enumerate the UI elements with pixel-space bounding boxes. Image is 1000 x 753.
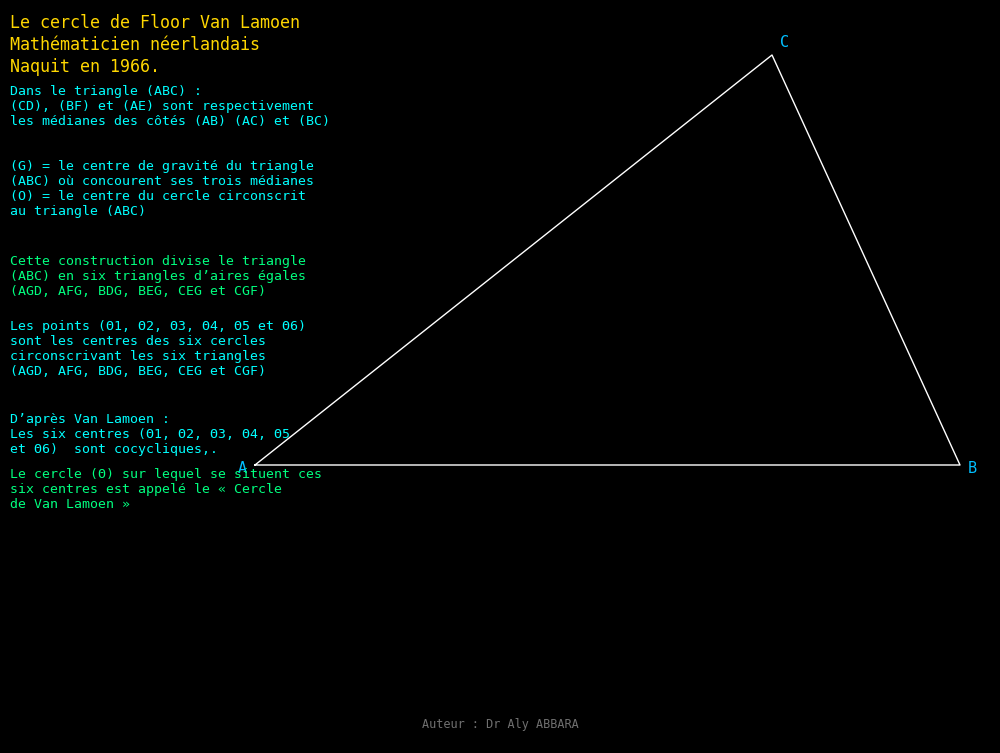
Text: six centres est appelé le « Cercle: six centres est appelé le « Cercle [10,483,282,496]
Text: Le cercle de Floor Van Lamoen: Le cercle de Floor Van Lamoen [10,14,300,32]
Text: Naquit en 1966.: Naquit en 1966. [10,58,160,76]
Text: Dans le triangle (ABC) :: Dans le triangle (ABC) : [10,85,202,98]
Text: (AGD, AFG, BDG, BEG, CEG et CGF): (AGD, AFG, BDG, BEG, CEG et CGF) [10,365,266,378]
Text: au triangle (ABC): au triangle (ABC) [10,205,146,218]
Text: Les six centres (Θ1, Θ2, Θ3, Θ4, Θ5: Les six centres (Θ1, Θ2, Θ3, Θ4, Θ5 [10,428,290,441]
Text: et Θ6)  sont cocycliques,.: et Θ6) sont cocycliques,. [10,443,218,456]
Text: (AGD, AFG, BDG, BEG, CEG et CGF): (AGD, AFG, BDG, BEG, CEG et CGF) [10,285,266,298]
Text: les médianes des côtés (AB) (AC) et (BC): les médianes des côtés (AB) (AC) et (BC) [10,115,330,128]
Text: B: B [968,461,977,475]
Text: (O) = le centre du cercle circonscrit: (O) = le centre du cercle circonscrit [10,190,306,203]
Text: A: A [238,461,247,475]
Text: de Van Lamoen »: de Van Lamoen » [10,498,130,511]
Text: sont les centres des six cercles: sont les centres des six cercles [10,335,266,348]
Text: Le cercle (Θ) sur lequel se situent ces: Le cercle (Θ) sur lequel se situent ces [10,468,322,481]
Text: (G) = le centre de gravité du triangle: (G) = le centre de gravité du triangle [10,160,314,173]
Text: D’après Van Lamoen :: D’après Van Lamoen : [10,413,170,426]
Text: (CD), (BF) et (AE) sont respectivement: (CD), (BF) et (AE) sont respectivement [10,100,314,113]
Text: circonscrivant les six triangles: circonscrivant les six triangles [10,350,266,363]
Text: Cette construction divise le triangle: Cette construction divise le triangle [10,255,306,268]
Text: Les points (Θ1, Θ2, Θ3, Θ4, Θ5 et Θ6): Les points (Θ1, Θ2, Θ3, Θ4, Θ5 et Θ6) [10,320,306,333]
Text: (ABC) où concourent ses trois médianes: (ABC) où concourent ses trois médianes [10,175,314,188]
Text: C: C [780,35,789,50]
Text: Mathématicien néerlandais: Mathématicien néerlandais [10,36,260,54]
Text: (ABC) en six triangles d’aires égales: (ABC) en six triangles d’aires égales [10,270,306,283]
Text: Auteur : Dr Aly ABBARA: Auteur : Dr Aly ABBARA [422,718,578,731]
